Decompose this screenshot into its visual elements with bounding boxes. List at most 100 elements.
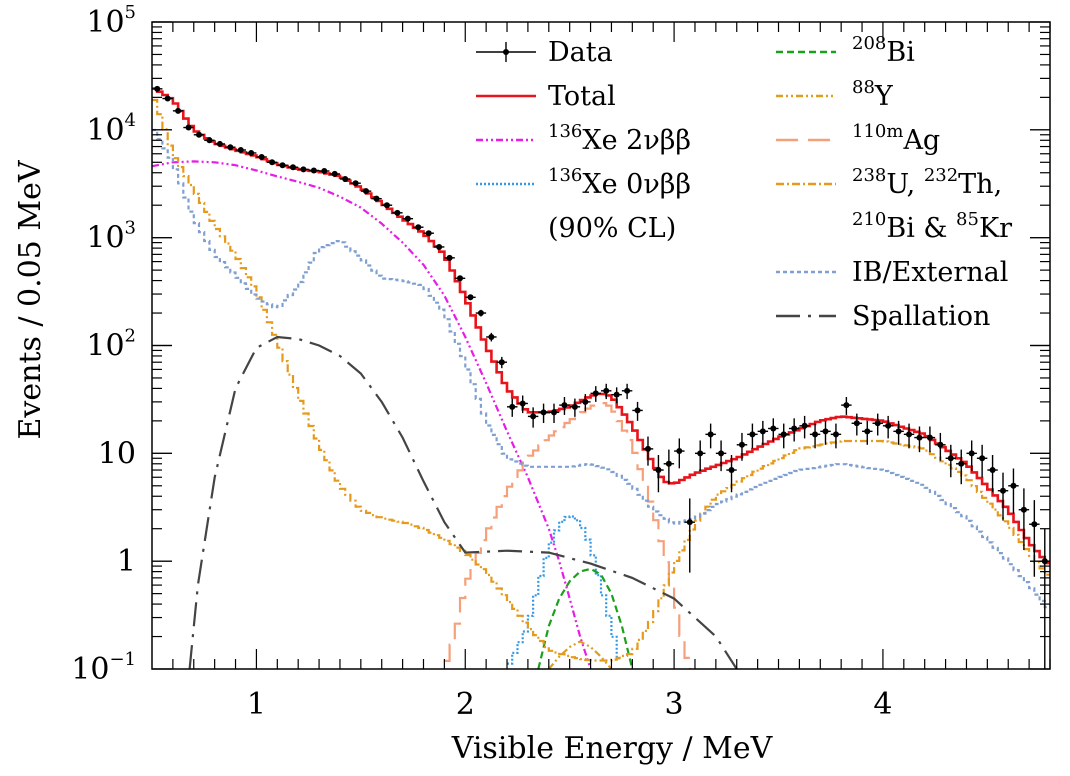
data-point: [496, 356, 508, 369]
x-tick-label: 2: [456, 687, 475, 722]
data-point: [872, 413, 883, 436]
data-point: [152, 85, 163, 92]
x-tick-label: 3: [665, 687, 684, 722]
legend-item-uth2: 210Bi & 85Kr: [852, 209, 1012, 244]
data-point: [339, 175, 351, 182]
legend-item-cl: (90% CL): [548, 213, 676, 244]
data-point: [277, 162, 288, 169]
data-point: [298, 166, 309, 173]
data-point: [433, 243, 445, 250]
legend-label: 208Bi: [852, 33, 915, 68]
data-point: [642, 436, 654, 466]
legend: Data Total 136Xe 2νββ 136Xe 0νββ (90% CL) 208…: [476, 33, 1012, 332]
data-point: [914, 426, 925, 453]
data-point: [882, 415, 894, 439]
data-point: [924, 426, 936, 453]
data-point: [736, 432, 748, 461]
data-point: [1029, 500, 1040, 577]
x-tick-label: 4: [873, 687, 892, 722]
data-point: [308, 167, 320, 174]
data-point: [569, 398, 581, 417]
legend-item-y88: 88Y: [776, 77, 894, 112]
axis-tick-labels: 1 2 3 4 10−1 1 10 102 103 104 105: [71, 2, 892, 722]
data-point: [893, 420, 904, 445]
y-tick-label: 103: [86, 218, 136, 256]
data-point: [475, 309, 487, 317]
y-axis-label: Events / 0.05 MeV: [13, 159, 48, 439]
data-point: [747, 423, 758, 449]
data-point: [214, 140, 226, 147]
data-point: [768, 418, 779, 442]
data-point: [1039, 528, 1050, 669]
y-tick-label: 102: [86, 326, 136, 364]
y-tick-label: 10: [98, 436, 136, 471]
data-point: [287, 164, 299, 171]
data-point: [172, 107, 184, 114]
x-axis-label: Visible Energy / MeV: [451, 731, 774, 766]
legend-label: 88Y: [852, 77, 894, 112]
data-point: [256, 153, 267, 160]
data-point: [580, 394, 591, 412]
data-point: [548, 403, 560, 424]
legend-label: 110mAg: [852, 121, 940, 156]
data-point: [329, 170, 340, 177]
series-line-7: [152, 128, 1050, 609]
legend-label: 136Xe 0νββ: [548, 165, 691, 200]
data-point: [590, 386, 601, 402]
data-point: [976, 444, 988, 478]
data-point: [862, 420, 873, 445]
legend-item-total: Total: [476, 81, 616, 112]
data-point: [507, 398, 518, 417]
data-point: [245, 149, 257, 156]
legend-item-xe0nu: 136Xe 0νββ: [476, 165, 691, 200]
legend-label: (90% CL): [548, 213, 676, 244]
y-tick-label: 105: [86, 2, 136, 40]
data-point: [966, 440, 977, 472]
legend-item-bi208: 208Bi: [776, 33, 915, 68]
data-point: [663, 449, 675, 485]
data-point: [319, 168, 330, 175]
legend-label: 136Xe 2νββ: [548, 121, 691, 156]
data-point: [684, 498, 695, 573]
data-point: [1008, 468, 1019, 514]
legend-item-xe2nu: 136Xe 2νββ: [476, 121, 691, 156]
data-point: [799, 415, 810, 439]
data-point: [841, 397, 852, 415]
legend-label: Spallation: [852, 301, 990, 332]
data-point: [632, 401, 643, 421]
series-line-2: [507, 515, 622, 665]
series-line-6: [152, 98, 1050, 662]
legend-item-ag110m: 110mAg: [776, 121, 940, 156]
data-point: [517, 395, 528, 414]
series-line-1: [152, 160, 592, 669]
data-point: [956, 449, 967, 485]
data-point: [611, 387, 622, 404]
y-tick-label: 1: [117, 544, 136, 579]
data-point: [621, 383, 633, 400]
data-point: [225, 144, 236, 151]
data-point: [444, 254, 455, 261]
data-point: [757, 420, 769, 445]
data-point: [402, 215, 414, 222]
data-point: [559, 397, 570, 415]
data-point: [1018, 488, 1030, 551]
y-tick-label: 104: [86, 110, 136, 148]
data-point: [381, 202, 393, 209]
legend-label: Data: [548, 37, 613, 68]
data-point: [997, 472, 1009, 521]
data-point: [945, 444, 957, 478]
data-point: [830, 423, 842, 449]
data-point: [694, 440, 706, 472]
legend-item-spall: Spallation: [776, 301, 990, 332]
data-point: [423, 230, 434, 237]
series-line-5: [444, 402, 691, 669]
data-point: [601, 383, 612, 400]
data-point: [935, 432, 946, 461]
data-point: [392, 209, 403, 216]
data-point: [820, 420, 831, 445]
data-point: [851, 413, 863, 436]
legend-item-ib: IB/External: [776, 257, 1008, 288]
data-point: [809, 423, 821, 449]
